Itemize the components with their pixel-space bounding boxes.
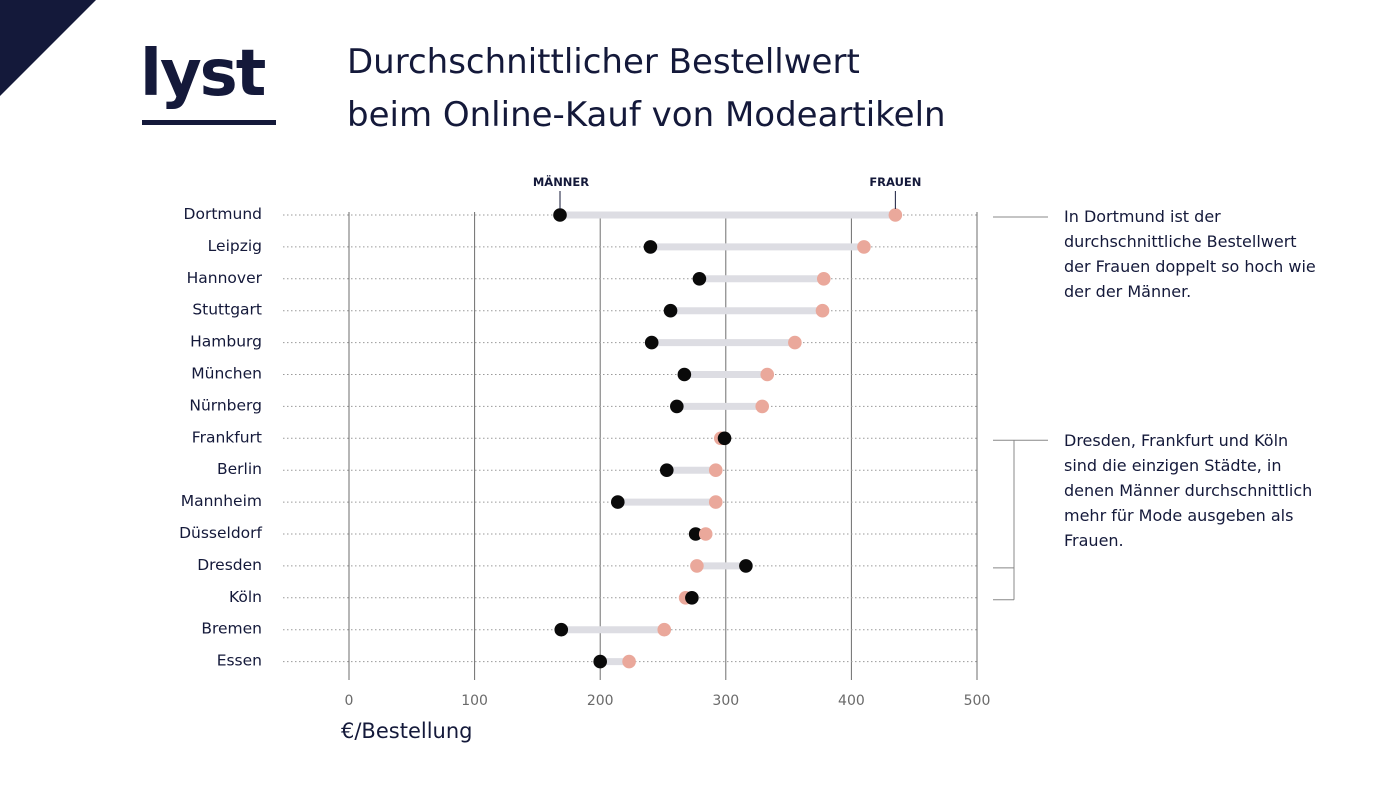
city-label: Hamburg xyxy=(190,333,262,351)
women-point xyxy=(755,399,770,414)
men-point xyxy=(659,463,674,478)
women-point xyxy=(816,272,831,286)
women-series-label: FRAUEN xyxy=(869,175,921,189)
men-point xyxy=(739,559,753,573)
women-point xyxy=(622,654,636,669)
women-point xyxy=(698,527,713,541)
men-point xyxy=(685,591,699,605)
city-label: Hannover xyxy=(187,269,263,287)
men-point xyxy=(692,272,707,286)
logo-underline xyxy=(142,120,276,125)
women-point xyxy=(857,240,871,254)
men-point xyxy=(643,240,658,254)
men-point xyxy=(717,431,732,446)
city-label: Dortmund xyxy=(184,205,262,223)
city-label: Düsseldorf xyxy=(179,524,262,542)
women-point xyxy=(788,335,802,350)
chart-title-line-1: Durchschnittlicher Bestellwert xyxy=(347,42,860,82)
women-point xyxy=(708,463,723,478)
city-label: Leipzig xyxy=(208,237,262,255)
x-tick-label: 100 xyxy=(461,693,488,709)
city-label: Köln xyxy=(229,588,262,606)
men-point xyxy=(644,335,659,350)
lyst-logo: lyst xyxy=(140,37,280,130)
women-point xyxy=(815,303,830,318)
city-label: Frankfurt xyxy=(192,428,262,446)
women-point xyxy=(657,622,672,637)
annotation-dortmund: In Dortmund ist der durchschnittliche Be… xyxy=(1064,207,1316,301)
city-label: Bremen xyxy=(201,620,262,638)
logo-text: lyst xyxy=(140,37,266,111)
city-label: Stuttgart xyxy=(192,301,262,319)
men-point xyxy=(593,654,607,669)
men-point xyxy=(677,367,692,382)
women-point xyxy=(690,559,704,573)
men-point xyxy=(688,527,703,541)
men-point xyxy=(553,208,567,222)
city-label: Mannheim xyxy=(181,492,262,510)
city-label: Dresden xyxy=(197,556,262,574)
men-point xyxy=(610,495,625,509)
city-label: Essen xyxy=(217,652,262,670)
women-point xyxy=(888,208,903,222)
city-label: Berlin xyxy=(217,460,262,478)
x-tick-label: 300 xyxy=(712,693,739,709)
x-tick-label: 200 xyxy=(587,693,614,709)
city-label: München xyxy=(191,365,262,383)
x-axis-label: €/Bestellung xyxy=(341,719,472,743)
women-point xyxy=(708,495,723,509)
men-point xyxy=(554,622,569,637)
city-label: Nürnberg xyxy=(189,396,262,414)
men-series-label: MÄNNER xyxy=(533,174,589,189)
women-point xyxy=(760,367,775,382)
x-tick-label: 400 xyxy=(838,693,865,709)
annotation-dresden-frankfurt-koeln: Dresden, Frankfurt und Köln sind die ein… xyxy=(1064,431,1313,550)
men-point xyxy=(663,303,678,318)
corner-triangle xyxy=(0,0,96,96)
x-tick-label: 500 xyxy=(964,693,991,709)
men-point xyxy=(670,399,684,414)
x-tick-label: 0 xyxy=(345,693,354,709)
chart-title-line-2: beim Online-Kauf von Modeartikeln xyxy=(347,95,946,135)
